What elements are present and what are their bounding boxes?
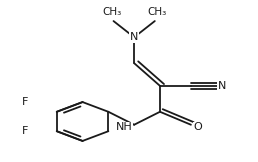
Text: N: N: [218, 81, 226, 91]
Text: F: F: [22, 126, 28, 136]
Text: N: N: [130, 32, 138, 42]
Text: CH₃: CH₃: [147, 7, 166, 17]
Text: CH₃: CH₃: [103, 7, 122, 17]
Text: NH: NH: [116, 122, 133, 132]
Text: O: O: [194, 122, 202, 132]
Text: F: F: [22, 97, 28, 107]
